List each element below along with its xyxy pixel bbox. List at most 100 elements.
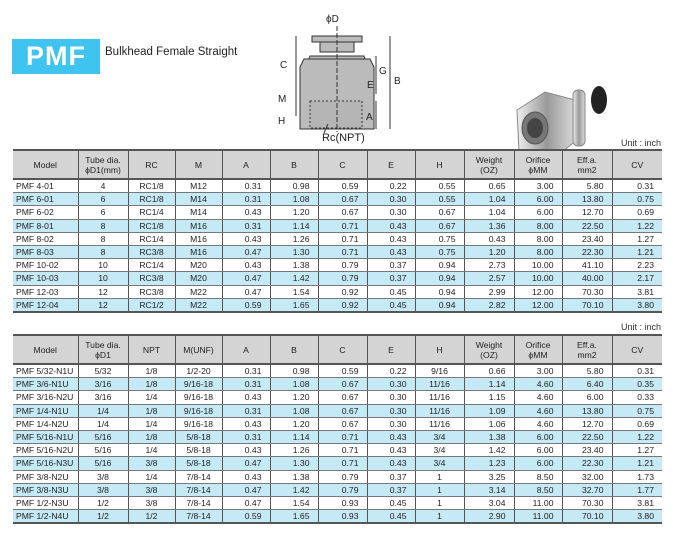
- value-cell: 1.38: [269, 258, 318, 273]
- value-cell: 8.00: [513, 245, 562, 260]
- value-cell: 1/8: [127, 430, 175, 445]
- value-cell: RC1/4: [127, 258, 175, 273]
- value-cell: 0.43: [221, 232, 270, 246]
- value-cell: 0.59: [221, 298, 270, 313]
- value-cell: 0.45: [366, 285, 415, 299]
- value-cell: 1.27: [611, 232, 662, 246]
- value-cell: 7/8-14: [174, 470, 222, 484]
- value-cell: 0.30: [366, 192, 415, 207]
- model-cell: PMF 6-02: [13, 205, 78, 220]
- value-cell: 3/4: [414, 430, 464, 445]
- value-cell: 3.80: [611, 509, 662, 525]
- value-cell: 1.20: [269, 417, 318, 431]
- value-cell: 0.43: [221, 258, 270, 273]
- value-cell: RC1/8: [127, 179, 175, 194]
- value-cell: 3.80: [611, 298, 662, 313]
- table-row: PMF 4-01 4 RC1/8 M12 0.31 0.98 0.59 0.22 0.55 0.6…: [13, 179, 662, 194]
- table-row: PMF 3/16-N2U 3/16 1/4 9/16-18 0.43 1.20 0.67 0.…: [13, 390, 662, 405]
- value-cell: 1.14: [463, 377, 514, 392]
- value-cell: 5/8-18: [174, 456, 222, 471]
- value-cell: 0.59: [221, 509, 270, 525]
- value-cell: 0.43: [221, 390, 270, 405]
- value-cell: 1.26: [269, 232, 318, 246]
- value-cell: 1.08: [269, 377, 318, 392]
- column-header: Weight (OZ): [463, 334, 514, 365]
- column-header: Tube dia. ϕD1(mm): [77, 149, 128, 180]
- value-cell: 1: [414, 509, 464, 525]
- value-cell: 9/16-18: [174, 390, 222, 405]
- value-cell: 41.10: [561, 258, 612, 273]
- value-cell: 0.71: [317, 443, 367, 458]
- column-header: A: [221, 149, 270, 180]
- value-cell: 0.31: [221, 364, 270, 379]
- label-g: G: [379, 66, 387, 77]
- value-cell: RC1/4: [127, 232, 175, 246]
- value-cell: 6: [77, 205, 128, 220]
- model-cell: PMF 1/4-N1U: [13, 404, 78, 418]
- value-cell: 1: [414, 470, 464, 484]
- value-cell: 1.54: [269, 496, 318, 511]
- value-cell: 1/2: [127, 509, 175, 525]
- value-cell: 8.50: [513, 483, 562, 497]
- value-cell: 11.00: [513, 496, 562, 511]
- value-cell: 0.45: [366, 496, 415, 511]
- model-cell: PMF 5/16-N3U: [13, 456, 78, 471]
- table-row: PMF 8-02 8 RC1/4 M16 0.43 1.26 0.71 0.43 0.75 0.4…: [13, 232, 662, 246]
- value-cell: 22.30: [561, 245, 612, 260]
- value-cell: 9/16-18: [174, 417, 222, 431]
- value-cell: M14: [174, 192, 222, 207]
- header-row: Model Tube dia. ϕD1(mm) RC M A B C E H Weight (OZ) O…: [13, 149, 662, 180]
- value-cell: 0.43: [366, 232, 415, 246]
- value-cell: 6.00: [561, 390, 612, 405]
- value-cell: 1.26: [269, 443, 318, 458]
- value-cell: 1.77: [611, 483, 662, 497]
- value-cell: 0.43: [366, 430, 415, 445]
- value-cell: 1/8: [127, 404, 175, 418]
- value-cell: 1.65: [269, 509, 318, 525]
- label-a: A: [366, 112, 373, 123]
- value-cell: 0.69: [611, 205, 662, 220]
- value-cell: RC1/8: [127, 192, 175, 207]
- value-cell: 0.79: [317, 470, 367, 484]
- value-cell: 3.81: [611, 496, 662, 511]
- value-cell: 0.71: [317, 430, 367, 445]
- column-header: C: [317, 334, 367, 365]
- value-cell: 6.00: [513, 205, 562, 220]
- value-cell: 3.25: [463, 470, 514, 484]
- value-cell: 3/4: [414, 443, 464, 458]
- table-row: PMF 12-04 12 RC1/2 M22 0.59 1.65 0.92 0.45 0.94 2…: [13, 298, 662, 313]
- value-cell: 8: [77, 245, 128, 260]
- label-rc: Rc(NPT): [322, 132, 365, 144]
- value-cell: 9/16: [414, 364, 464, 379]
- value-cell: 0.94: [414, 271, 464, 286]
- value-cell: 0.47: [221, 483, 270, 497]
- value-cell: 7/8-14: [174, 509, 222, 525]
- value-cell: 0.93: [317, 496, 367, 511]
- value-cell: 12.70: [561, 417, 612, 431]
- table-row: PMF 12-03 12 RC3/8 M22 0.47 1.54 0.92 0.45 0.94 2…: [13, 285, 662, 299]
- value-cell: 1/4: [77, 404, 128, 418]
- value-cell: 13.80: [561, 404, 612, 418]
- table-row: PMF 5/32-N1U 5/32 1/8 1/2-20 0.31 0.98 0.59 0.2…: [13, 364, 662, 379]
- label-d: ϕD: [326, 14, 339, 25]
- value-cell: 0.67: [317, 417, 367, 431]
- value-cell: 9/16-18: [174, 377, 222, 392]
- value-cell: 1.04: [463, 192, 514, 207]
- value-cell: 32.70: [561, 483, 612, 497]
- value-cell: M20: [174, 258, 222, 273]
- value-cell: 0.37: [366, 258, 415, 273]
- value-cell: 1.27: [611, 443, 662, 458]
- column-header: H: [414, 149, 464, 180]
- value-cell: 1/4: [127, 470, 175, 484]
- value-cell: 0.67: [317, 205, 367, 220]
- value-cell: 1.22: [611, 430, 662, 445]
- value-cell: 0.31: [611, 364, 662, 379]
- value-cell: 40.00: [561, 271, 612, 286]
- value-cell: 3.81: [611, 285, 662, 299]
- value-cell: 23.40: [561, 443, 612, 458]
- model-cell: PMF 5/16-N2U: [13, 443, 78, 458]
- value-cell: 6: [77, 192, 128, 207]
- value-cell: 0.43: [221, 417, 270, 431]
- value-cell: 0.43: [366, 219, 415, 233]
